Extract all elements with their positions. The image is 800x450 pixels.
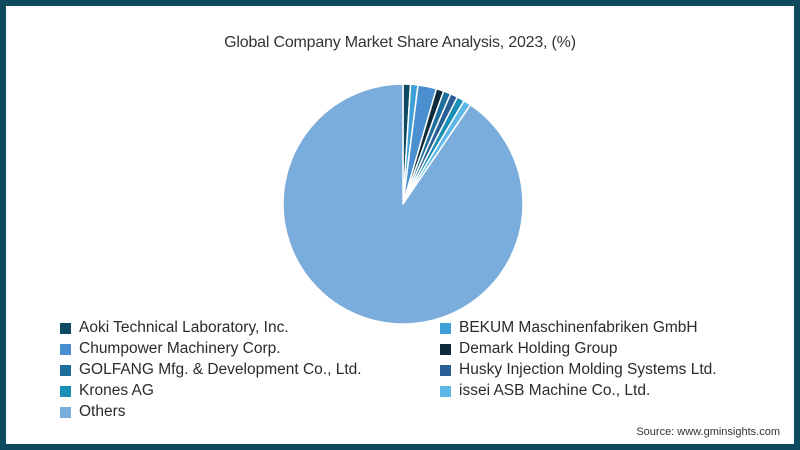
legend-item-bekum: BEKUM Maschinenfabriken GmbH	[440, 319, 698, 337]
legend-swatch-icon	[440, 385, 451, 397]
legend-label: Demark Holding Group	[459, 340, 618, 357]
pie-chart	[282, 83, 524, 325]
legend-item-krones: Krones AG	[60, 382, 154, 400]
legend-item-issei: issei ASB Machine Co., Ltd.	[440, 382, 650, 400]
legend-item-demark: Demark Holding Group	[440, 340, 618, 358]
legend-item-golfang: GOLFANG Mfg. & Development Co., Ltd.	[60, 361, 362, 379]
legend-swatch-icon	[60, 385, 71, 397]
legend-label: Krones AG	[79, 382, 154, 399]
legend-item-chumpower: Chumpower Machinery Corp.	[60, 340, 281, 358]
source-note: Source: www.gminsights.com	[636, 426, 780, 438]
legend-swatch-icon	[440, 364, 451, 376]
legend-item-aoki: Aoki Technical Laboratory, Inc.	[60, 319, 289, 337]
legend-label: issei ASB Machine Co., Ltd.	[459, 382, 651, 399]
legend-swatch-icon	[60, 406, 71, 418]
legend-item-others: Others	[60, 403, 126, 421]
legend-swatch-icon	[60, 322, 71, 334]
legend-label: Aoki Technical Laboratory, Inc.	[79, 319, 289, 336]
legend-swatch-icon	[60, 343, 71, 355]
legend-swatch-icon	[440, 343, 451, 355]
chart-title: Global Company Market Share Analysis, 20…	[224, 34, 576, 51]
pie-slice-others	[282, 83, 524, 325]
legend-label: Chumpower Machinery Corp.	[79, 340, 281, 357]
chart-frame: Global Company Market Share Analysis, 20…	[6, 6, 794, 444]
legend-label: BEKUM Maschinenfabriken GmbH	[459, 319, 698, 336]
legend-item-husky: Husky Injection Molding Systems Ltd.	[440, 361, 717, 379]
legend-label: Husky Injection Molding Systems Ltd.	[459, 361, 717, 378]
legend-label: GOLFANG Mfg. & Development Co., Ltd.	[79, 361, 362, 378]
legend-label: Others	[79, 403, 126, 420]
legend-swatch-icon	[60, 364, 71, 376]
legend-swatch-icon	[440, 322, 451, 334]
